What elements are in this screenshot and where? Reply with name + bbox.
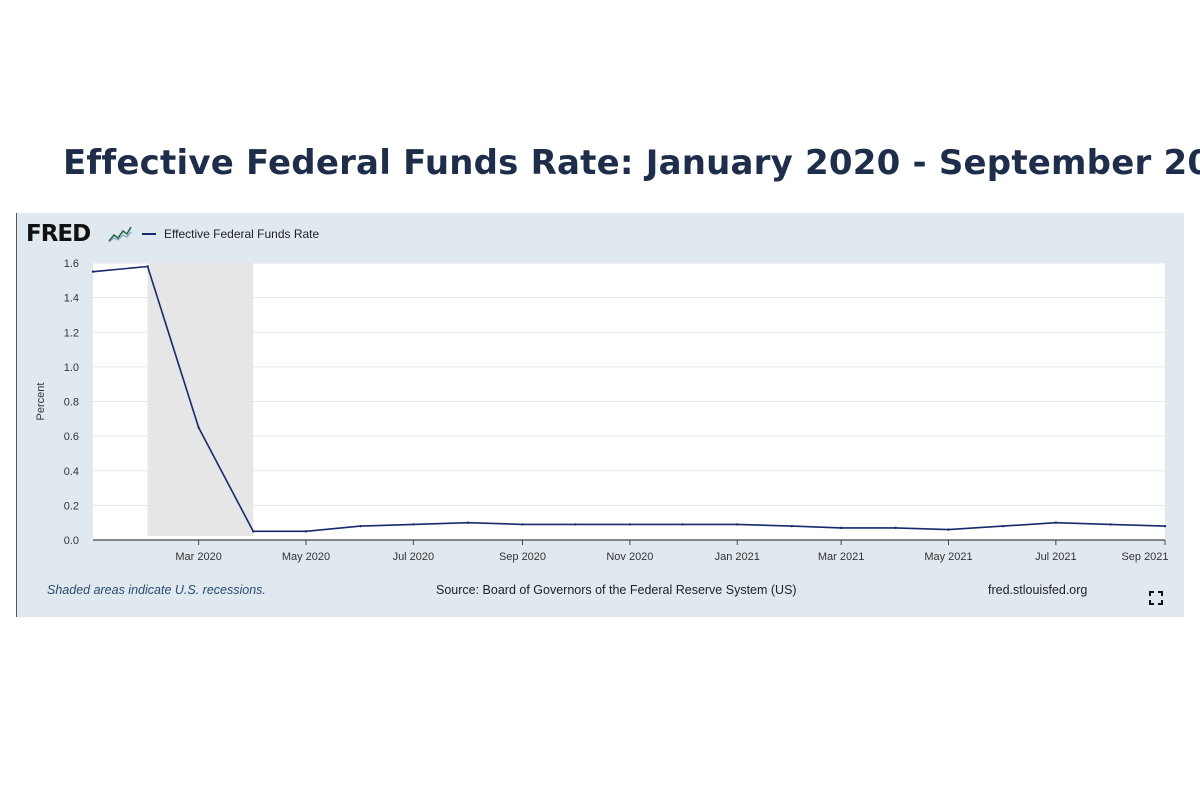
x-tick-label: Jul 2021 [1035,551,1077,563]
y-tick-label: 1.0 [64,362,79,374]
data-point [521,523,524,526]
y-axis-label: Percent [35,383,47,421]
data-point [251,530,255,533]
data-point [790,524,794,528]
data-point [894,526,897,530]
data-point [1163,524,1167,528]
x-tick-label: Sep 2021 [1121,551,1168,563]
fred-logo[interactable]: FRED [26,221,91,247]
x-tick-label: Mar 2021 [818,551,864,563]
y-tick-label: 0.8 [64,397,79,409]
data-point [574,523,577,526]
data-point [947,528,950,531]
data-point [197,426,200,429]
x-tick-label: Mar 2020 [175,551,221,563]
expand-icon[interactable] [1149,591,1163,605]
x-tick-label: May 2021 [924,551,972,563]
data-point [628,523,632,526]
data-point [304,530,308,533]
legend-swatch [142,233,156,235]
panel-edge [16,213,17,617]
fred-sparkline-icon [108,226,132,243]
data-point [359,524,362,528]
data-point [1109,523,1112,526]
data-point [91,270,95,273]
y-tick-label: 1.4 [64,293,79,305]
chart-legend: Effective Federal Funds Rate [142,227,319,241]
data-point [736,523,739,526]
page-title: Effective Federal Funds Rate: January 20… [63,143,1200,183]
recession-note: Shaded areas indicate U.S. recessions. [47,583,266,597]
x-tick-label: Jan 2021 [715,551,760,563]
fred-url[interactable]: fred.stlouisfed.org [988,583,1088,597]
x-tick-label: May 2020 [282,551,330,563]
y-tick-label: 0.4 [64,466,79,478]
data-point [146,265,149,268]
data-point [1001,524,1005,528]
line-chart: 0.0 0.2 0.4 0.6 0.8 1.0 1.2 1.4 1.6 Mar 2020 May 2… [35,258,1169,563]
data-point [466,521,470,524]
data-point [681,523,684,526]
y-tick-label: 0.2 [64,500,79,512]
data-point [412,523,415,526]
data-point [839,526,843,530]
y-tick-label: 1.6 [64,258,79,270]
x-tick-label: Sep 2020 [499,551,546,563]
y-tick-label: 1.2 [64,327,79,339]
data-point [1054,521,1058,524]
x-tick-label: Nov 2020 [606,551,653,563]
source-text: Source: Board of Governors of the Federa… [436,583,797,597]
y-tick-label: 0.6 [64,431,79,443]
recession-band [147,263,254,536]
x-tick-label: Jul 2020 [393,551,435,563]
y-tick-label: 0.0 [64,535,79,547]
legend-label: Effective Federal Funds Rate [164,227,320,241]
fred-chart-panel: FRED Effective Federal Funds Rate 0.0 0.2… [16,213,1184,617]
